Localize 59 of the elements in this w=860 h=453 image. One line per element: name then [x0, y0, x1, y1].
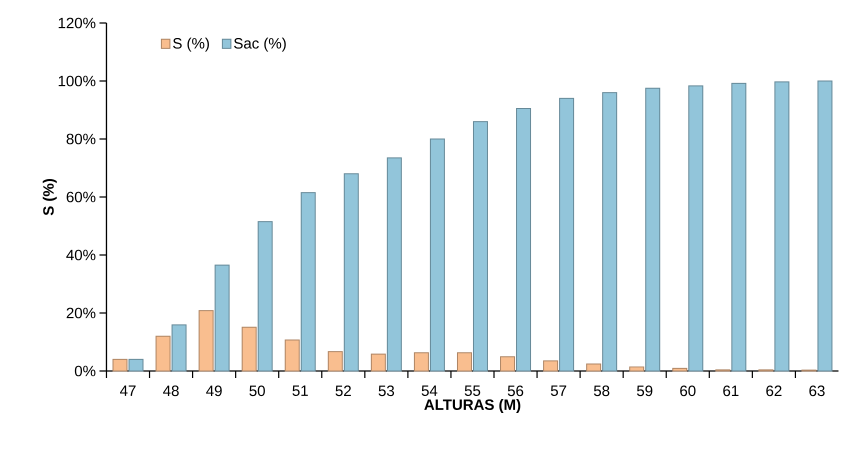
legend-label: Sac (%) — [234, 38, 286, 52]
bar — [456, 352, 472, 372]
y-tick-label: 80% — [66, 134, 96, 144]
bar — [688, 85, 704, 372]
legend-label: S (%) — [173, 38, 209, 52]
x-tick-label: 52 — [336, 386, 351, 396]
x-tick-label: 48 — [163, 386, 179, 396]
y-tick-label: 100% — [58, 76, 96, 86]
y-tick-label: 40% — [66, 250, 96, 260]
x-tick-label: 60 — [680, 386, 696, 396]
bar — [629, 366, 644, 372]
y-tick-label: 20% — [66, 308, 96, 318]
bar — [258, 221, 273, 372]
x-tick-label: 58 — [594, 386, 610, 396]
x-tick-label: 59 — [636, 386, 652, 396]
bar — [774, 81, 790, 372]
bar — [672, 368, 688, 372]
bar — [414, 352, 429, 372]
bar — [128, 358, 144, 372]
bar — [284, 339, 300, 372]
x-tick-label: 53 — [378, 386, 394, 396]
bar — [731, 82, 746, 372]
x-tick-label: 51 — [292, 386, 308, 396]
bar — [430, 138, 445, 372]
bar — [500, 356, 516, 372]
bar — [386, 157, 402, 372]
y-axis-title: S (%) — [42, 179, 57, 216]
x-tick-label: 63 — [809, 386, 825, 396]
bar — [817, 80, 832, 372]
bar — [602, 92, 618, 372]
y-tick-label: 120% — [58, 18, 96, 28]
x-tick-label: 55 — [464, 386, 480, 396]
x-axis-title: ALTURAS (M) — [424, 398, 520, 413]
bar — [300, 192, 316, 372]
bar — [645, 88, 660, 372]
y-tick-label: 60% — [66, 192, 96, 202]
bar — [214, 264, 230, 372]
bar — [328, 351, 343, 372]
bar — [198, 310, 214, 372]
x-tick-label: 50 — [249, 386, 265, 396]
x-tick-label: 49 — [206, 386, 222, 396]
x-tick-label: 61 — [723, 386, 738, 396]
bar — [172, 324, 187, 372]
x-tick-label: 62 — [766, 386, 782, 396]
bar — [472, 121, 488, 372]
bar — [559, 98, 574, 372]
bar — [344, 173, 359, 372]
bar — [543, 360, 558, 372]
bar — [242, 326, 257, 372]
x-tick-label: 57 — [550, 386, 566, 396]
x-tick-label: 47 — [120, 386, 136, 396]
x-tick-label: 56 — [508, 386, 524, 396]
bar — [516, 108, 532, 372]
bar — [586, 364, 602, 372]
x-tick-label: 54 — [422, 386, 438, 396]
bar — [370, 354, 386, 372]
bar — [156, 336, 171, 372]
y-tick-label: 0% — [74, 366, 96, 376]
bar — [112, 358, 128, 372]
